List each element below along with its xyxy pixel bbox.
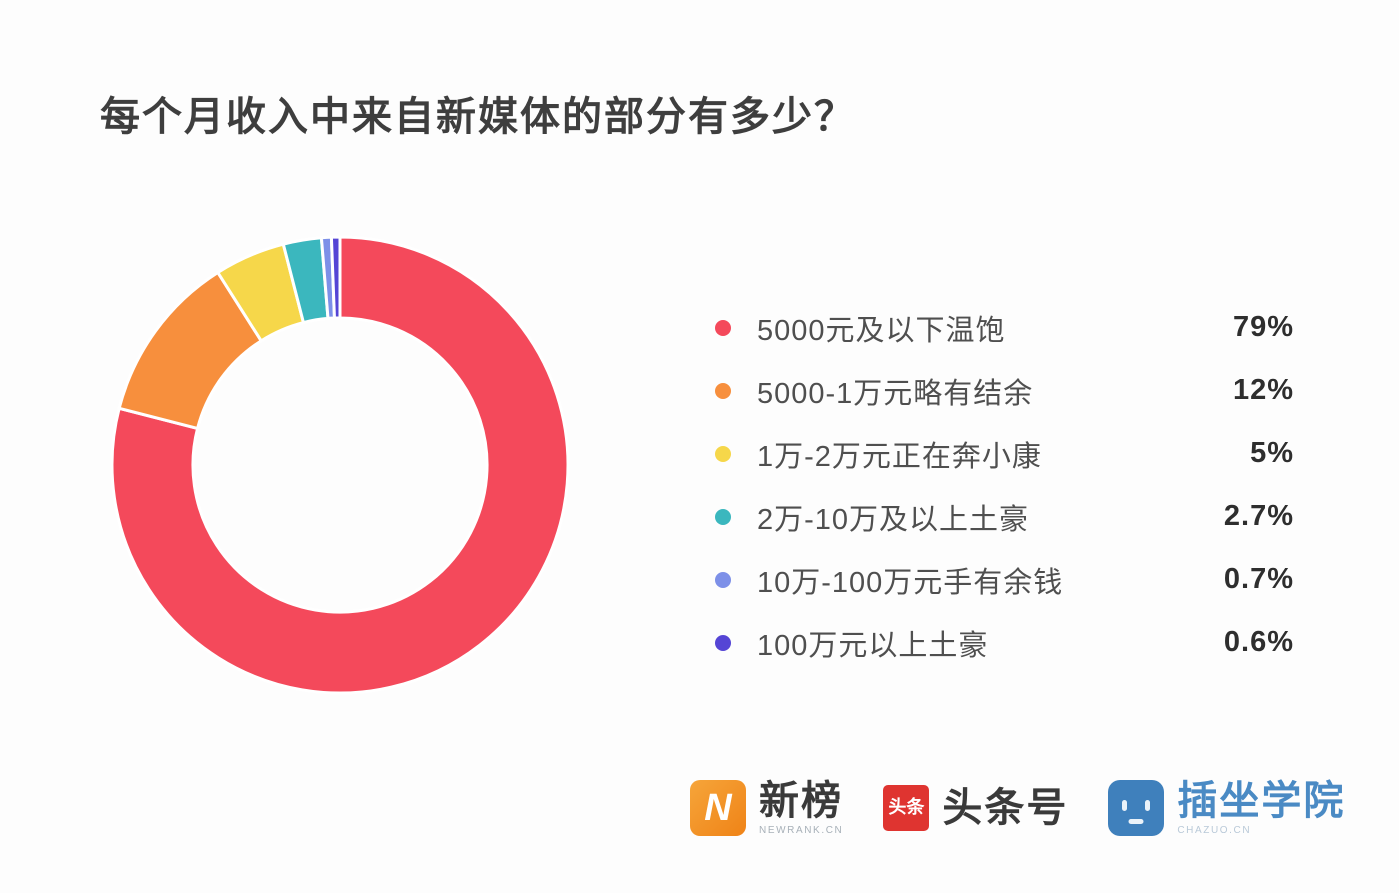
- newrank-wordmark: 新榜: [759, 779, 843, 823]
- chart-legend: 5000元及以下温饱 79% 5000-1万元略有结余 12% 1万-2万元正在…: [690, 296, 1300, 674]
- toutiao-logo: 头条 头条号: [883, 785, 1068, 831]
- donut-slice-5: [329, 235, 342, 320]
- toutiao-wordmark: 头条号: [942, 786, 1069, 830]
- donut-svg: [110, 235, 570, 695]
- newrank-logo: N 新榜 NEWRANK.CN: [690, 780, 843, 836]
- sponsor-logos: N 新榜 NEWRANK.CN 头条 头条号 插坐学院 CHAZUO.: [690, 766, 1345, 850]
- chart-title: 每个月收入中来自新媒体的部分有多少？: [100, 95, 856, 139]
- legend-swatch: [715, 319, 731, 336]
- legend-label: 100万元以上土豪: [757, 629, 989, 662]
- donut-chart: [106, 231, 574, 699]
- legend-swatch: [715, 445, 731, 462]
- toutiao-icon-text: 头条: [888, 797, 925, 818]
- chazuo-eye-left: [1122, 800, 1128, 811]
- donut-slice-0: [110, 235, 570, 695]
- chazuo-mouth: [1128, 819, 1144, 824]
- chazuo-logo: 插坐学院 CHAZUO.CN: [1108, 780, 1345, 836]
- legend-item: 1万-2万元正在奔小康 5%: [690, 422, 1300, 485]
- legend-swatch: [715, 382, 731, 399]
- legend-value: 12%: [1232, 374, 1294, 406]
- legend-swatch: [715, 571, 731, 588]
- chazuo-eye-right: [1145, 800, 1151, 811]
- legend-label: 1万-2万元正在奔小康: [757, 440, 1042, 473]
- chazuo-face-icon: [1108, 780, 1165, 836]
- legend-item: 5000元及以下温饱 79%: [690, 296, 1300, 359]
- chazuo-wordmark: 插坐学院: [1177, 779, 1346, 823]
- legend-label: 10万-100万元手有余钱: [757, 566, 1064, 599]
- toutiao-icon: 头条: [883, 785, 930, 831]
- chazuo-url: CHAZUO.CN: [1177, 825, 1252, 836]
- legend-swatch: [715, 508, 731, 525]
- legend-label: 5000元及以下温饱: [757, 314, 1006, 347]
- newrank-icon-letter: N: [704, 787, 732, 829]
- legend-value: 0.7%: [1223, 563, 1294, 595]
- newrank-icon: N: [690, 780, 746, 836]
- legend-swatch: [715, 634, 731, 651]
- legend-item: 100万元以上土豪 0.6%: [690, 611, 1300, 674]
- newrank-url: NEWRANK.CN: [759, 825, 844, 836]
- legend-value: 2.7%: [1223, 500, 1294, 532]
- legend-label: 2万-10万及以上土豪: [757, 503, 1030, 536]
- legend-value: 5%: [1250, 437, 1294, 469]
- legend-item: 5000-1万元略有结余 12%: [690, 359, 1300, 422]
- legend-item: 10万-100万元手有余钱 0.7%: [690, 548, 1300, 611]
- legend-value: 0.6%: [1223, 626, 1294, 658]
- legend-item: 2万-10万及以上土豪 2.7%: [690, 485, 1300, 548]
- legend-value: 79%: [1232, 311, 1294, 343]
- legend-label: 5000-1万元略有结余: [757, 377, 1034, 410]
